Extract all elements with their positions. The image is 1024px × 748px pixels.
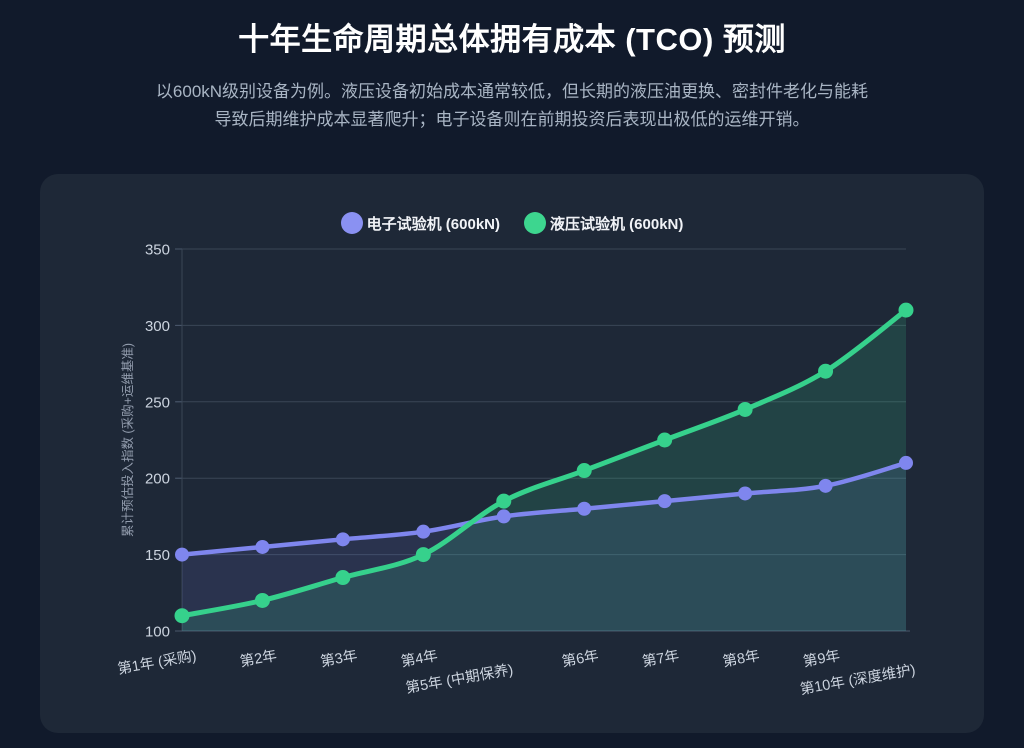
page-subtitle: 以600kN级别设备为例。液压设备初始成本通常较低，但长期的液压油更换、密封件老… bbox=[155, 82, 869, 129]
data-point-hydraulic[interactable] bbox=[254, 592, 270, 608]
data-point-hydraulic[interactable] bbox=[174, 608, 190, 624]
data-point-electronic[interactable] bbox=[335, 532, 350, 547]
line-hydraulic[interactable] bbox=[179, 307, 909, 619]
x-tick-label: 第9年 bbox=[802, 646, 842, 670]
y-tick-label: 100 bbox=[145, 624, 170, 641]
data-point-hydraulic[interactable] bbox=[496, 493, 512, 509]
x-tick-label: 第6年 bbox=[560, 646, 600, 670]
data-point-electronic[interactable] bbox=[577, 501, 592, 516]
legend-item-electronic[interactable]: 电子试验机 (600kN) bbox=[340, 212, 500, 234]
data-point-hydraulic[interactable] bbox=[657, 432, 673, 448]
legend-label: 液压试验机 (600kN) bbox=[550, 215, 684, 233]
data-point-electronic[interactable] bbox=[175, 547, 189, 562]
data-point-hydraulic[interactable] bbox=[335, 570, 351, 586]
y-tick-label: 350 bbox=[145, 242, 170, 259]
x-tick-label: 第4年 bbox=[399, 646, 439, 670]
data-point-electronic[interactable] bbox=[818, 478, 833, 493]
tco-chart-card: 100 150 200 250 300 350 累计预估投入指数 (采购+运维基准) 第1年 … bbox=[40, 174, 984, 733]
tco-line-chart: 100 150 200 250 300 350 累计预估投入指数 (采购+运维基准) 第1年 … bbox=[40, 174, 984, 733]
legend-circle-icon bbox=[340, 212, 363, 234]
legend-circle-icon bbox=[524, 212, 546, 234]
x-tick-label: 第7年 bbox=[641, 646, 681, 670]
data-point-hydraulic[interactable] bbox=[415, 547, 431, 563]
data-point-electronic[interactable] bbox=[899, 455, 913, 470]
legend-item-hydraulic[interactable]: 液压试验机 (600kN) bbox=[524, 212, 683, 234]
page-header: 十年生命周期总体拥有成本 (TCO) 预测 以600kN级别设备为例。液压设备初… bbox=[0, 0, 1024, 134]
x-tick-label: 第2年 bbox=[238, 646, 278, 670]
x-tick-label: 第8年 bbox=[721, 646, 761, 670]
data-point-hydraulic[interactable] bbox=[898, 302, 914, 318]
y-tick-label: 300 bbox=[145, 318, 170, 335]
y-tick-label: 250 bbox=[145, 394, 170, 411]
data-point-electronic[interactable] bbox=[255, 539, 270, 554]
line-electronic[interactable] bbox=[179, 460, 909, 557]
data-point-hydraulic[interactable] bbox=[737, 401, 753, 417]
data-point-electronic[interactable] bbox=[416, 524, 431, 539]
area-electronic bbox=[182, 462, 906, 631]
chart-canvas: 100 150 200 250 300 350 累计预估投入指数 (采购+运维基准) 第1年 … bbox=[116, 242, 917, 699]
chart-legend: 电子试验机 (600kN) 液压试验机 (600kN) bbox=[40, 212, 984, 234]
data-point-hydraulic[interactable] bbox=[576, 463, 592, 479]
page-title: 十年生命周期总体拥有成本 (TCO) 预测 bbox=[238, 22, 786, 57]
y-tick-label: 150 bbox=[145, 547, 170, 564]
data-point-electronic[interactable] bbox=[496, 509, 511, 524]
x-tick-label: 第1年 (采购) bbox=[116, 646, 198, 678]
area-hydraulic bbox=[182, 310, 906, 631]
y-tick-label: 200 bbox=[145, 471, 170, 488]
data-point-electronic[interactable] bbox=[657, 494, 672, 509]
legend-label: 电子试验机 (600kN) bbox=[366, 215, 500, 233]
y-axis-title: 累计预估投入指数 (采购+运维基准) bbox=[120, 343, 135, 537]
data-point-electronic[interactable] bbox=[738, 486, 753, 501]
x-tick-label: 第3年 bbox=[319, 646, 359, 670]
data-point-hydraulic[interactable] bbox=[818, 363, 834, 379]
